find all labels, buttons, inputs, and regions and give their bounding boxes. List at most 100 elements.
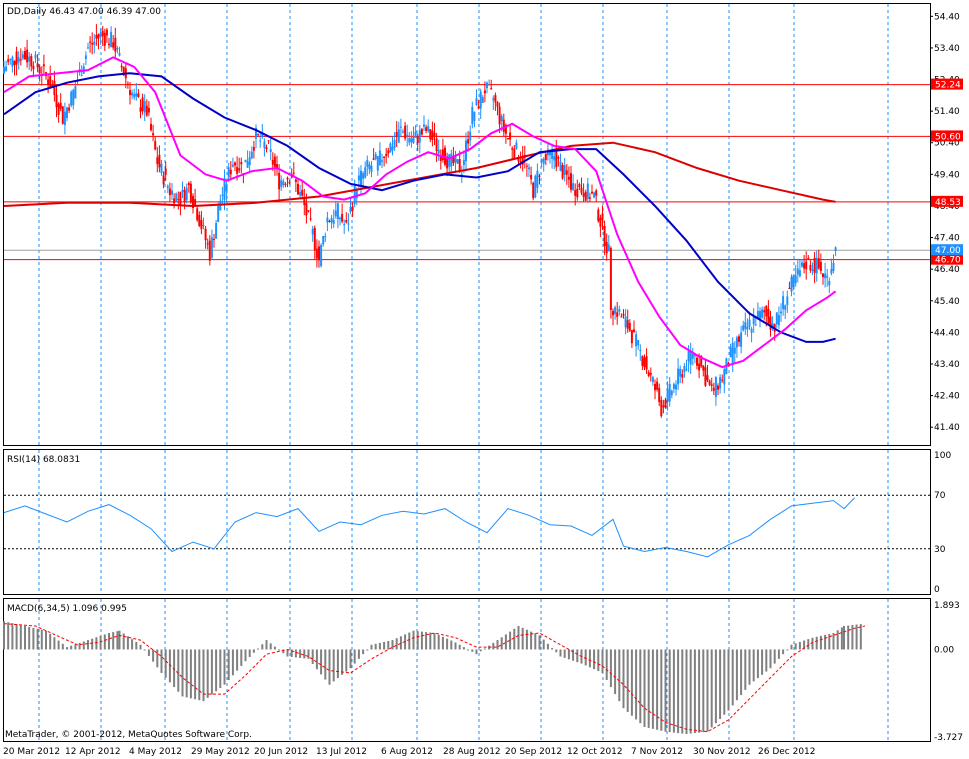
macd-bar [261, 644, 264, 650]
candle-body [288, 181, 291, 184]
macd-bar [651, 649, 654, 729]
macd-bar [11, 623, 14, 650]
macd-bar [345, 649, 348, 672]
date-label: 13 Jul 2012 [316, 747, 367, 757]
price-tick-label: 47.40 [934, 234, 960, 244]
candle-body [49, 76, 52, 88]
candle-body [456, 159, 459, 164]
macd-bar [859, 624, 862, 650]
level-tag-label: 52.24 [935, 81, 961, 91]
candle-body [143, 101, 146, 113]
candle-body [330, 218, 333, 223]
candle-body [599, 217, 602, 227]
candle-body [525, 165, 528, 167]
candle-body [595, 190, 598, 196]
macd-bar [437, 634, 440, 650]
macd-bar [19, 625, 22, 650]
candle-body [227, 167, 230, 178]
candle-body [530, 174, 533, 180]
macd-bar [87, 640, 89, 650]
macd-bar [521, 627, 524, 650]
level-tag-label: 50.60 [935, 132, 961, 142]
candle-body [544, 153, 547, 160]
candle-body [446, 156, 449, 169]
macd-bar [824, 634, 827, 650]
macd-bar [609, 649, 612, 688]
candle-body [828, 281, 831, 286]
candle-body [553, 156, 556, 161]
candle-body [750, 328, 753, 333]
macd-bar [70, 645, 73, 650]
candle-body [763, 310, 766, 313]
candle-body [496, 102, 499, 107]
candle-body [549, 151, 551, 156]
macd-bar [542, 639, 545, 650]
macd-bar [74, 644, 77, 650]
macd-bar [677, 649, 680, 734]
candle-body [257, 133, 260, 135]
candle-body [687, 350, 690, 362]
macd-bar [315, 649, 318, 670]
ma-slow-line [3, 141, 836, 208]
macd-bar [282, 649, 285, 654]
candle-body [47, 79, 50, 86]
candle-body [418, 130, 421, 143]
candle-body [223, 178, 226, 200]
macd-bar [843, 625, 845, 650]
macd-bar [563, 649, 566, 658]
candle-body [796, 268, 799, 275]
candle-body [267, 140, 270, 142]
candle-body [645, 356, 648, 370]
macd-bar [28, 626, 31, 650]
macd-bar [143, 649, 146, 651]
candle-body [801, 262, 803, 267]
candle-body [97, 34, 100, 39]
candle-body [328, 220, 331, 222]
candle-body [536, 170, 539, 188]
candle-body [803, 263, 806, 269]
rsi-tick-label: 30 [934, 545, 946, 555]
candle-body [570, 173, 572, 190]
candle-body [708, 380, 711, 385]
macd-bar [112, 632, 115, 650]
macd-bar [584, 649, 587, 666]
candle-body [141, 97, 144, 112]
macd-bar [832, 633, 835, 650]
macd-bar [223, 649, 226, 685]
macd-bar [378, 642, 381, 650]
candle-body [832, 263, 835, 271]
macd-bar [173, 649, 176, 688]
candle-body [431, 130, 434, 141]
candle-body [584, 191, 587, 201]
current-price-tag-label: 47.00 [935, 246, 961, 256]
macd-bar [185, 649, 188, 698]
macd-bar [420, 631, 423, 650]
candle-body [670, 390, 673, 396]
candle-body [68, 107, 71, 111]
macd-bar [408, 632, 411, 650]
macd-bar [45, 630, 47, 650]
candle-body [624, 316, 627, 328]
macd-bar [509, 631, 512, 650]
candle-body [469, 131, 472, 141]
price-tick-label: 51.40 [934, 107, 960, 117]
candle-body [259, 140, 262, 142]
macd-bar [219, 649, 222, 688]
candle-body [540, 158, 543, 162]
macd-bar [714, 649, 717, 724]
candle-body [830, 268, 833, 274]
candle-body [649, 372, 652, 375]
candle-body [393, 140, 396, 148]
macd-bar [236, 649, 239, 671]
candle-body [557, 157, 560, 159]
candle-body [435, 138, 438, 152]
price-tick-label: 49.40 [934, 170, 960, 180]
macd-bar [538, 635, 541, 650]
candle-body [591, 191, 593, 194]
date-label: 12 Oct 2012 [567, 747, 623, 757]
candle-body [660, 400, 663, 417]
macd-bar [135, 641, 138, 650]
date-label: 28 Aug 2012 [443, 747, 501, 757]
candle-body [362, 173, 365, 179]
candle-body [788, 287, 791, 289]
